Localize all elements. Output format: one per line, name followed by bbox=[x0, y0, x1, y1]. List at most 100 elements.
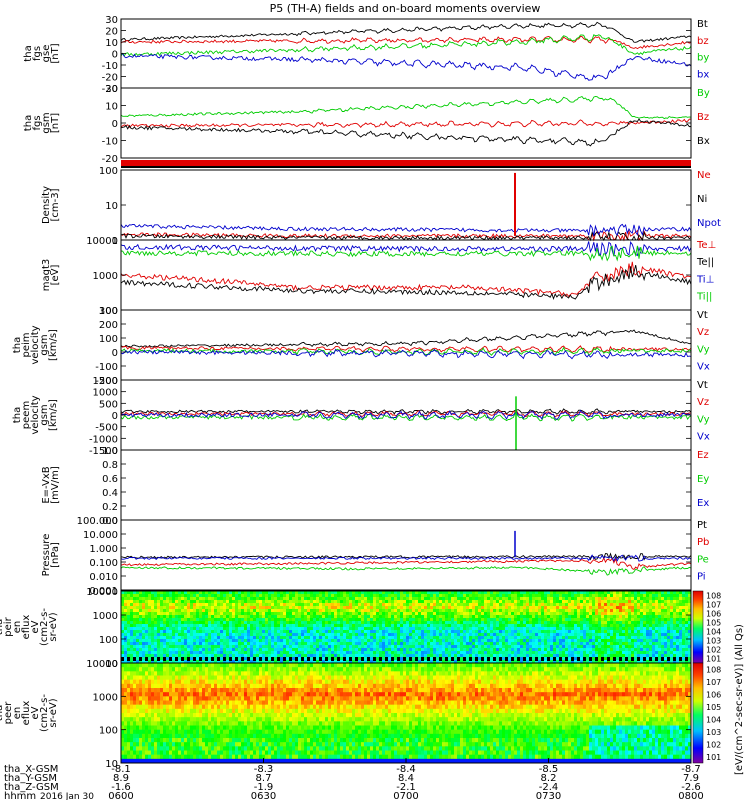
heatmap-cell bbox=[406, 600, 410, 604]
heatmap-cell bbox=[382, 630, 386, 634]
heatmap-cell bbox=[280, 654, 284, 658]
heatmap-cell bbox=[181, 621, 185, 625]
legend-temperature-Ti||: Ti|| bbox=[696, 291, 712, 302]
heatmap-cell bbox=[244, 654, 248, 658]
heatmap-cell bbox=[682, 636, 686, 640]
heatmap-cell bbox=[313, 594, 317, 598]
heatmap-cell bbox=[667, 603, 671, 607]
heatmap-cell bbox=[439, 609, 443, 613]
heatmap-cell bbox=[562, 657, 566, 661]
heatmap-cell bbox=[217, 612, 221, 616]
heatmap-cell bbox=[160, 612, 164, 616]
heatmap-cell bbox=[496, 618, 500, 622]
heatmap-cell bbox=[400, 609, 404, 613]
heatmap-cell bbox=[454, 618, 458, 622]
heatmap-cell bbox=[670, 624, 674, 628]
heatmap-cell bbox=[421, 648, 425, 652]
heatmap-cell bbox=[127, 627, 131, 631]
heatmap-cell bbox=[625, 624, 629, 628]
heatmap-cell bbox=[565, 615, 569, 619]
heatmap-cell bbox=[490, 657, 494, 661]
heatmap-cell bbox=[658, 645, 662, 649]
heatmap-cell bbox=[247, 591, 251, 595]
ytick-label: 500 bbox=[99, 399, 118, 410]
heatmap-cell bbox=[505, 612, 509, 616]
heatmap-cell bbox=[346, 591, 350, 595]
heatmap-cell bbox=[514, 654, 518, 658]
heatmap-cell bbox=[583, 594, 587, 598]
heatmap-cell bbox=[316, 591, 320, 595]
heatmap-cell bbox=[226, 636, 230, 640]
heatmap-cell bbox=[403, 615, 407, 619]
heatmap-cell bbox=[376, 642, 380, 646]
heatmap-cell bbox=[583, 645, 587, 649]
heatmap-cell bbox=[643, 654, 647, 658]
heatmap-cell bbox=[133, 645, 137, 649]
heatmap-cell bbox=[361, 597, 365, 601]
heatmap-cell bbox=[301, 615, 305, 619]
heatmap-cell bbox=[637, 636, 641, 640]
heatmap-cell bbox=[502, 639, 506, 643]
heatmap-cell bbox=[598, 594, 602, 598]
heatmap-gap bbox=[577, 657, 580, 661]
heatmap-cell bbox=[409, 642, 413, 646]
heatmap-cell bbox=[295, 609, 299, 613]
heatmap-cell bbox=[481, 600, 485, 604]
heatmap-cell bbox=[400, 654, 404, 658]
heatmap-cell bbox=[493, 624, 497, 628]
heatmap-cell bbox=[304, 621, 308, 625]
heatmap-cell bbox=[613, 630, 617, 634]
heatmap-cell bbox=[514, 660, 518, 664]
heatmap-cell bbox=[505, 630, 509, 634]
heatmap-cell bbox=[517, 651, 521, 655]
heatmap-cell bbox=[550, 606, 554, 610]
heatmap-cell bbox=[496, 591, 500, 595]
heatmap-cell bbox=[127, 692, 131, 697]
heatmap-cell bbox=[418, 648, 422, 652]
heatmap-cell bbox=[322, 600, 326, 604]
heatmap-cell bbox=[529, 633, 533, 637]
heatmap-cell bbox=[643, 591, 647, 595]
heatmap-cell bbox=[490, 597, 494, 601]
heatmap-cell bbox=[610, 615, 614, 619]
heatmap-cell bbox=[343, 597, 347, 601]
heatmap-cell bbox=[571, 651, 575, 655]
heatmap-cell bbox=[661, 627, 665, 631]
heatmap-cell bbox=[502, 651, 506, 655]
heatmap-cell bbox=[586, 642, 590, 646]
heatmap-cell bbox=[121, 742, 125, 747]
heatmap-cell bbox=[154, 654, 158, 658]
heatmap-cell bbox=[268, 639, 272, 643]
heatmap-cell bbox=[661, 594, 665, 598]
heatmap-cell bbox=[277, 645, 281, 649]
heatmap-cell bbox=[517, 600, 521, 604]
heatmap-cell bbox=[499, 615, 503, 619]
heatmap-cell bbox=[355, 648, 359, 652]
heatmap-cell bbox=[580, 618, 584, 622]
heatmap-cell bbox=[124, 654, 128, 658]
heatmap-cell bbox=[121, 700, 125, 705]
heatmap-cell bbox=[568, 594, 572, 598]
heatmap-gap bbox=[247, 657, 250, 661]
heatmap-cell bbox=[217, 648, 221, 652]
heatmap-cell bbox=[388, 603, 392, 607]
heatmap-cell bbox=[454, 612, 458, 616]
heatmap-gap bbox=[685, 657, 688, 661]
heatmap-cell bbox=[187, 639, 191, 643]
heatmap-cell bbox=[319, 618, 323, 622]
heatmap-cell bbox=[151, 603, 155, 607]
heatmap-cell bbox=[331, 603, 335, 607]
heatmap-cell bbox=[625, 645, 629, 649]
heatmap-cell bbox=[415, 648, 419, 652]
heatmap-cell bbox=[388, 657, 392, 661]
heatmap-cell bbox=[382, 597, 386, 601]
heatmap-cell bbox=[616, 630, 620, 634]
heatmap-cell bbox=[598, 615, 602, 619]
legend-fgs_gse-by: by bbox=[697, 53, 709, 64]
heatmap-cell bbox=[463, 627, 467, 631]
heatmap-cell bbox=[319, 660, 323, 664]
heatmap-cell bbox=[670, 648, 674, 652]
heatmap-cell bbox=[529, 636, 533, 640]
heatmap-cell bbox=[631, 594, 635, 598]
heatmap-cell bbox=[484, 648, 488, 652]
